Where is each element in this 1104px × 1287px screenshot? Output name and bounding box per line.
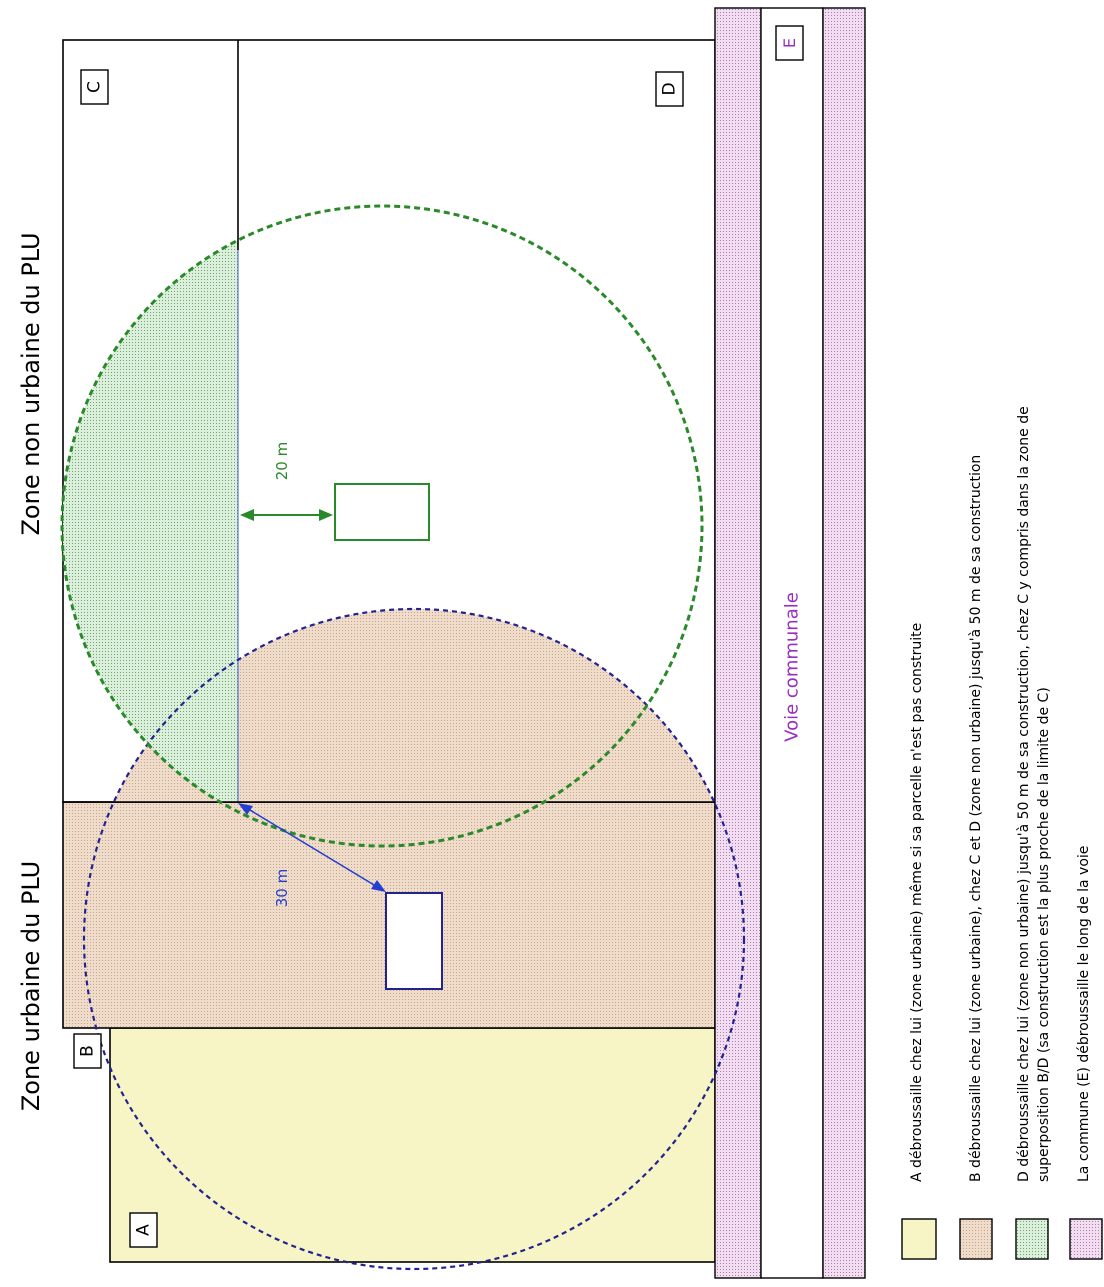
label-b-text: B — [78, 1045, 98, 1057]
legend-text-e: La commune (E) débroussaille le long de … — [1076, 846, 1092, 1182]
non-urban-zone-title: Zone non urbaine du PLU — [17, 232, 45, 535]
legend-swatch-d — [1015, 1218, 1049, 1260]
road-strip-left — [714, 7, 762, 1279]
blue-arrowhead-end — [371, 880, 386, 892]
parcel-a — [109, 1027, 716, 1263]
blue-clearance-circle — [82, 607, 746, 1271]
road-center — [760, 7, 824, 1279]
green-arrowhead-left — [240, 509, 254, 521]
label-a-text: A — [134, 1224, 154, 1236]
label-a: A — [129, 1212, 158, 1248]
building-b — [385, 892, 443, 990]
label-c-text: C — [85, 81, 105, 93]
label-e-text: E — [780, 38, 799, 48]
legend-swatch-e — [1069, 1218, 1103, 1260]
blue-distance-label: 30 m — [273, 869, 291, 907]
green-arrowhead-right — [319, 509, 333, 521]
blue-arrowhead-start — [238, 803, 253, 815]
label-d: D — [655, 71, 684, 107]
blue-distance-arrow — [239, 803, 385, 892]
legend-swatch-a — [901, 1218, 937, 1260]
label-c: C — [80, 69, 109, 105]
legend-text-d-line2: superposition B/D (sa construction est l… — [1036, 687, 1052, 1182]
label-b: B — [73, 1033, 102, 1069]
legend-swatch-b — [959, 1218, 993, 1260]
road-label: Voie communale — [782, 592, 803, 742]
green-distance-label: 20 m — [273, 442, 291, 480]
green-clearance-circle — [60, 204, 704, 848]
urban-zone-title: Zone urbaine du PLU — [17, 861, 45, 1111]
legend-text-b: B débroussaille chez lui (zone urbaine),… — [968, 455, 984, 1182]
building-d — [334, 483, 430, 541]
label-e: E — [775, 25, 804, 61]
legend-text-d-line1: D débroussaille chez lui (zone non urbai… — [1016, 406, 1032, 1182]
road-strip-right — [822, 7, 866, 1279]
legend-text-a: A débroussaille chez lui (zone urbaine) … — [909, 623, 925, 1182]
label-d-text: D — [660, 82, 680, 95]
